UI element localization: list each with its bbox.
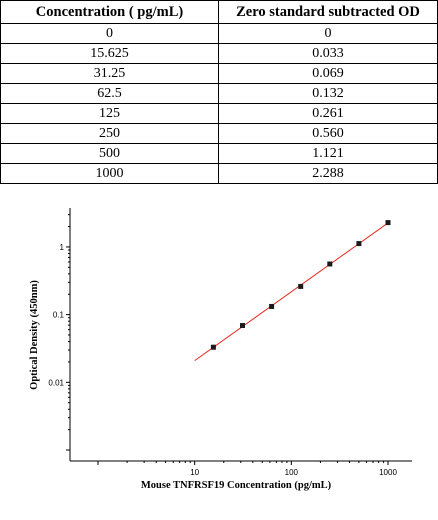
x-tick-label: 1000 [379, 468, 397, 477]
concentration-column-header: Concentration ( pg/mL) [0, 0, 219, 24]
od-cell: 0.033 [218, 43, 438, 64]
od-cell: 0.560 [218, 123, 438, 144]
y-tick-label: 1 [60, 243, 65, 252]
od-cell: 2.288 [218, 163, 438, 184]
concentration-cell: 62.5 [0, 83, 219, 104]
x-tick-label: 100 [285, 468, 299, 477]
table-row: 1000 2.288 [0, 163, 438, 184]
table-row: 500 1.121 [0, 143, 438, 164]
table-header-row: Concentration ( pg/mL) Zero standard sub… [0, 0, 438, 24]
od-cell: 0 [218, 23, 438, 44]
concentration-cell: 250 [0, 123, 219, 144]
concentration-cell: 0 [0, 23, 219, 44]
data-points [210, 220, 391, 350]
table-row: 125 0.261 [0, 103, 438, 124]
data-point [356, 241, 362, 247]
concentration-cell: 31.25 [0, 63, 219, 84]
od-cell: 1.121 [218, 143, 438, 164]
od-cell: 0.132 [218, 83, 438, 104]
table-row: 250 0.560 [0, 123, 438, 144]
fit-line [194, 222, 389, 362]
data-point [385, 220, 391, 226]
y-tick-label: 0.1 [53, 311, 65, 320]
od-cell: 0.261 [218, 103, 438, 124]
data-point [269, 303, 275, 309]
x-tick-label: 10 [190, 468, 199, 477]
concentration-cell: 125 [0, 103, 219, 124]
standard-curve-chart: 10 100 1000 0.01 0.1 1 Mouse TNFRSF19 Concent… [29, 208, 412, 491]
od-column-header: Zero standard subtracted OD [218, 0, 438, 24]
y-axis-title: Optical Density (450nm) [29, 280, 40, 390]
concentration-cell: 500 [0, 143, 219, 164]
data-point [240, 323, 246, 329]
table-row: 62.5 0.132 [0, 83, 438, 104]
y-tick-label: 0.01 [48, 378, 64, 387]
table-row: 31.25 0.069 [0, 63, 438, 84]
data-point [327, 261, 333, 267]
plot-area: 10 100 1000 0.01 0.1 1 [48, 208, 412, 477]
concentration-cell: 15.625 [0, 43, 219, 64]
data-point [298, 283, 304, 289]
tick-labels: 10 100 1000 0.01 0.1 1 [48, 243, 397, 477]
od-cell: 0.069 [218, 63, 438, 84]
standard-curve-table: Concentration ( pg/mL) Zero standard sub… [0, 0, 438, 184]
x-axis-title: Mouse TNFRSF19 Concentration (pg/mL) [141, 480, 332, 491]
data-point [210, 344, 216, 350]
concentration-cell: 1000 [0, 163, 219, 184]
axis-ticks [66, 214, 389, 465]
table-row: 15.625 0.033 [0, 43, 438, 64]
